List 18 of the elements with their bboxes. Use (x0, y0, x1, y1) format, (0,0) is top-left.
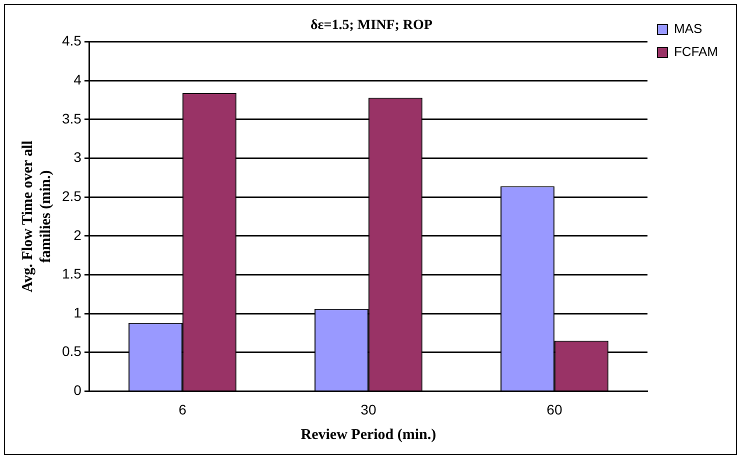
y-tick-label: 1.5 (62, 266, 82, 282)
chart-title: δε=1.5; MINF; ROP (310, 18, 433, 34)
y-tick-label: 2 (74, 226, 82, 243)
legend-label: MAS (674, 21, 702, 36)
y-axis-title: Avg. Flow Time over all families (min.) (20, 140, 54, 292)
y-tick-label: 4 (74, 71, 82, 88)
x-tick-label: 30 (360, 401, 376, 418)
x-axis-title: Review Period (min.) (300, 426, 436, 443)
y-tick-label: 3.5 (62, 110, 82, 126)
y-tick-label: 0 (74, 382, 82, 398)
y-tick-label: 2.5 (62, 188, 82, 204)
y-tick-label: 1 (74, 304, 82, 320)
y-tick-label: 3 (74, 149, 82, 166)
y-tick-label: 4.5 (62, 32, 82, 49)
x-tick-label: 60 (546, 401, 562, 418)
y-tick-label: 0.5 (62, 343, 82, 360)
legend-label: FCFAM (674, 44, 718, 60)
x-tick-label: 6 (178, 401, 187, 418)
